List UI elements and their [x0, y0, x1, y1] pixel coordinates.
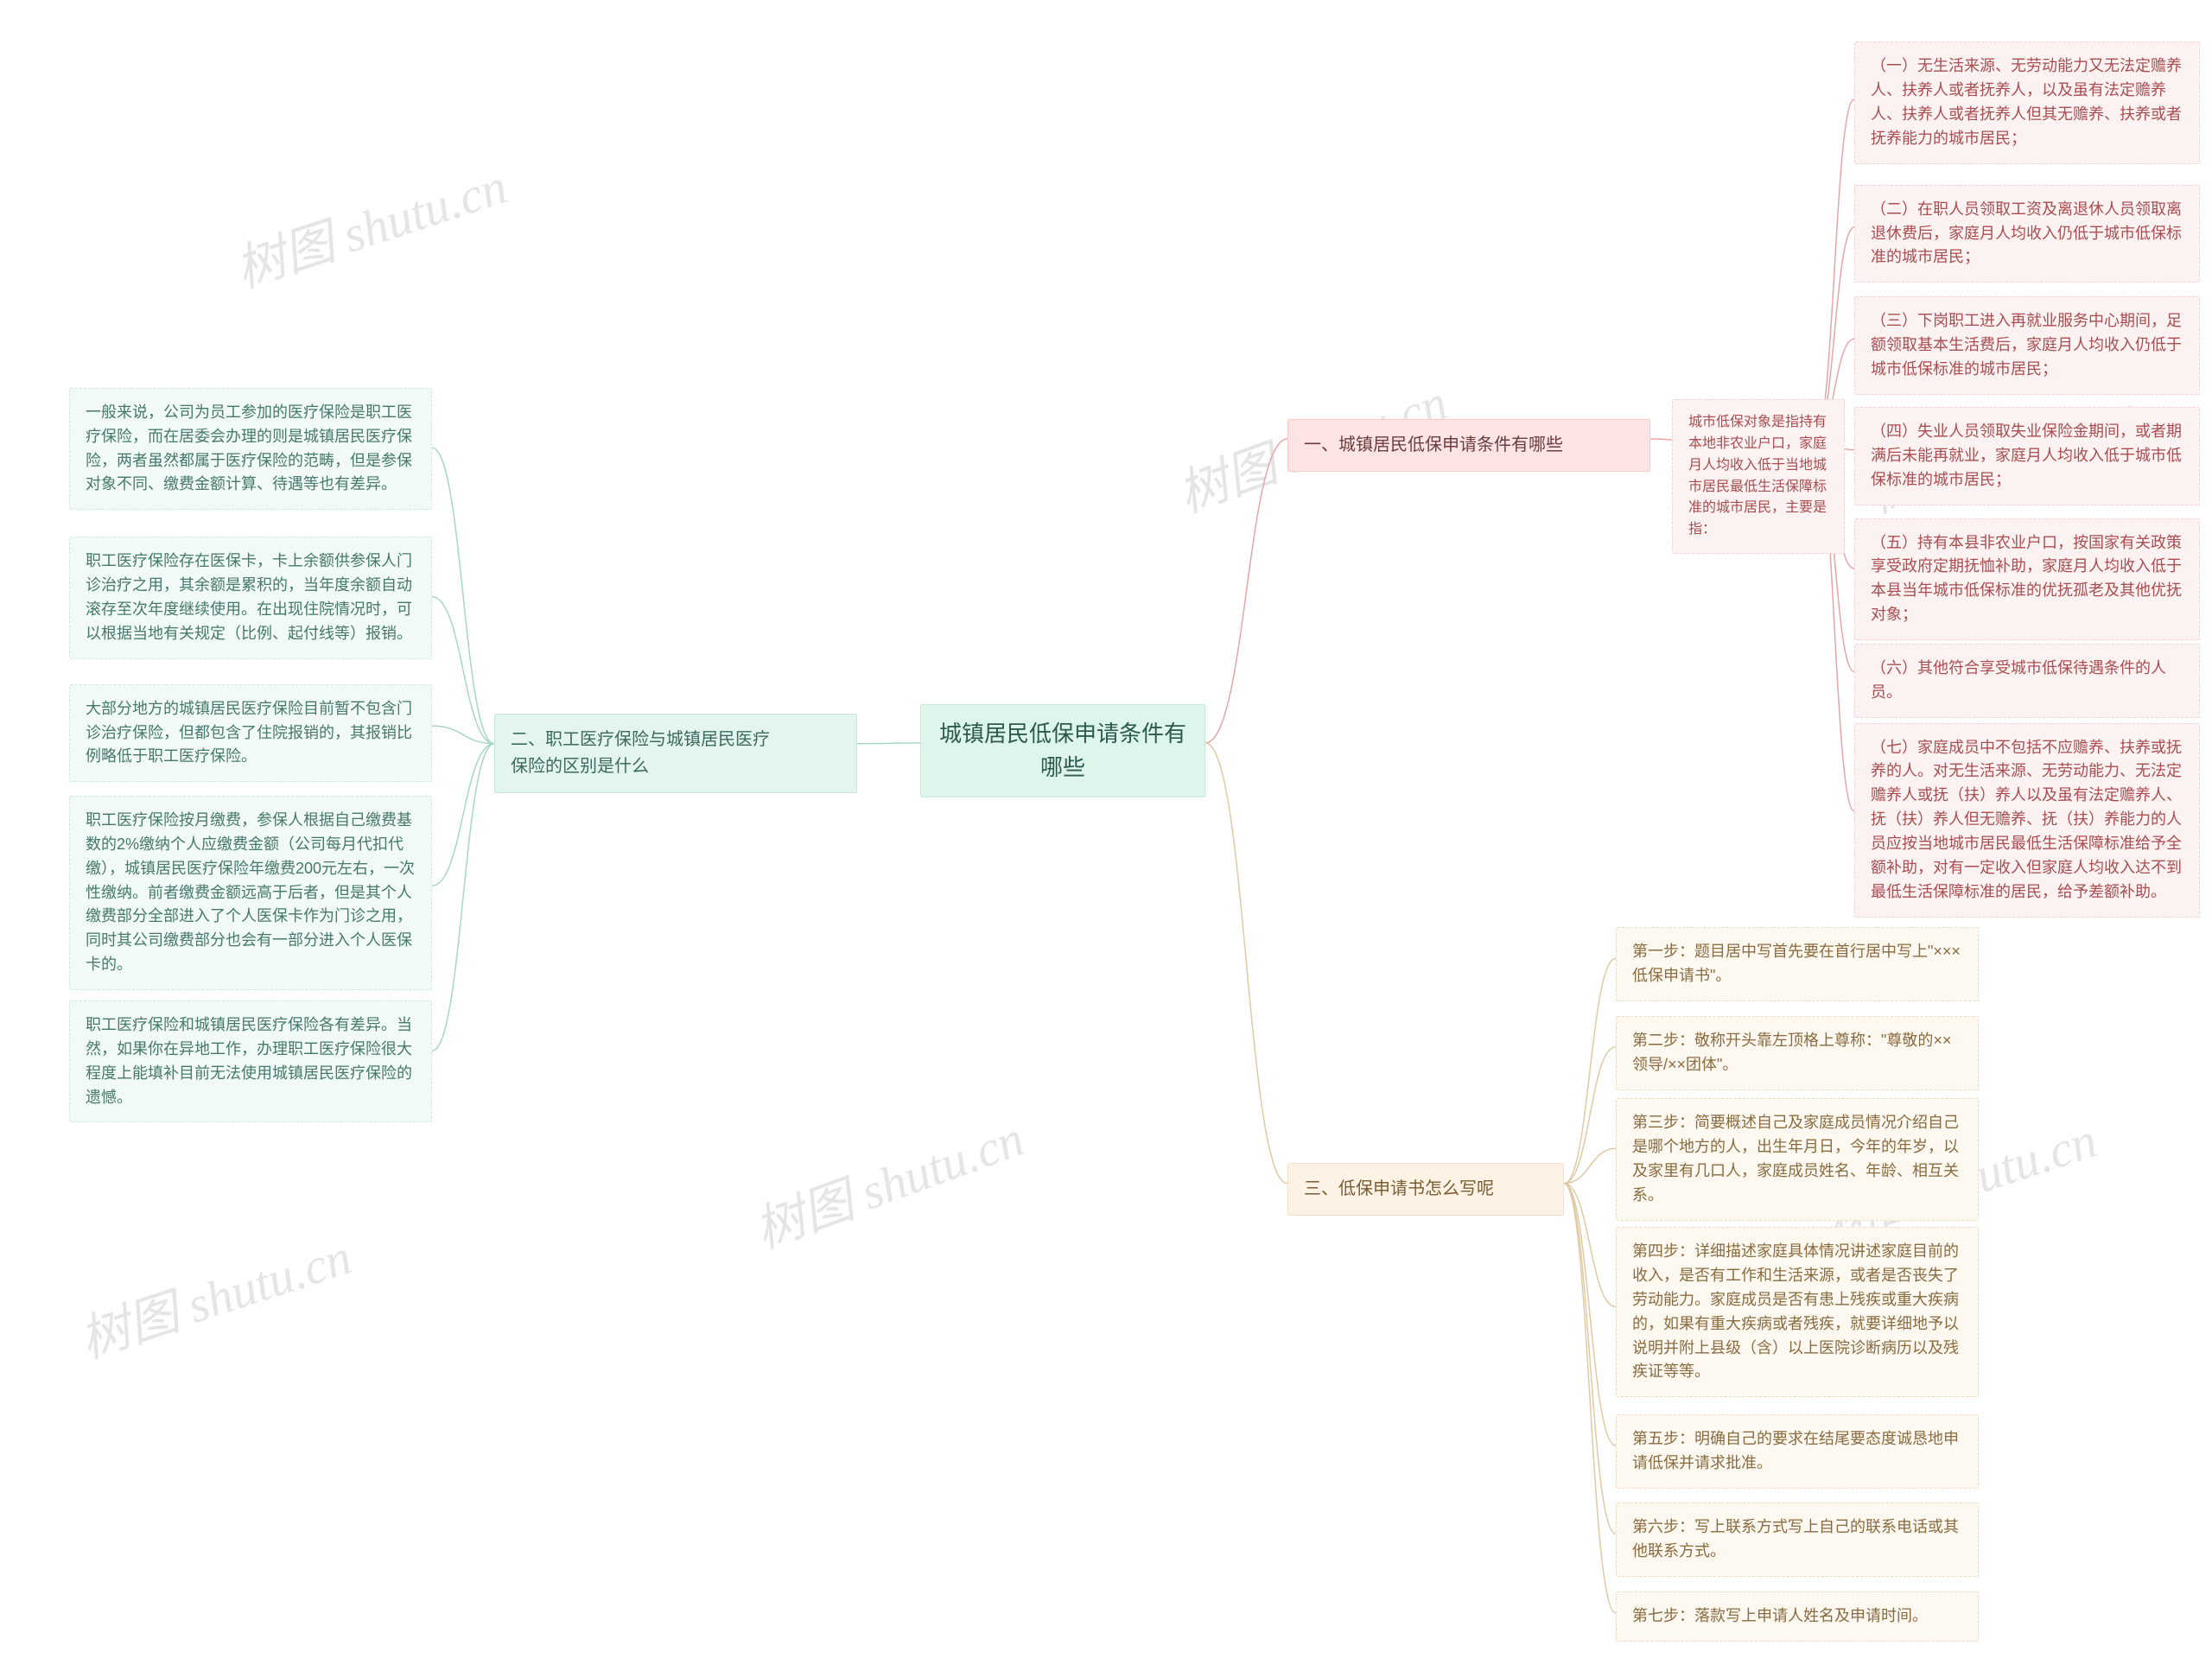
branch-three-leaf-7: 第七步：落款写上申请人姓名及申请时间。 — [1616, 1591, 1979, 1642]
mindmap-canvas: { "canvas": { "width": 2560, "height": 1… — [0, 0, 2212, 1658]
branch-one-leaf-5: （五）持有本县非农业户口，按国家有关政策享受政府定期抚恤补助，家庭月人均收入低于… — [1854, 518, 2200, 641]
branch-three-leaf-5: 第五步：明确自己的要求在结尾要态度诚恳地申请低保并请求批准。 — [1616, 1414, 1979, 1489]
branch-one-leaf-1: （一）无生活来源、无劳动能力又无法定赡养人、扶养人或者抚养人，以及虽有法定赡养人… — [1854, 41, 2200, 164]
watermark-4: 树图 shutu.cn — [69, 1216, 359, 1371]
branch-three-leaf-2: 第二步：敬称开头靠左顶格上尊称："尊敬的××领导/××团体"。 — [1616, 1016, 1979, 1090]
branch-two-leaf-4: 职工医疗保险按月缴费，参保人根据自己缴费基数的2%缴纳个人应缴费金额（公司每月代… — [69, 796, 432, 990]
branch-two-leaf-2: 职工医疗保险存在医保卡，卡上余额供参保人门诊治疗之用，其余额是累积的，当年度余额… — [69, 537, 432, 659]
branch-three-leaf-3: 第三步：简要概述自己及家庭成员情况介绍自己是哪个地方的人，出生年月日，今年的年岁… — [1616, 1098, 1979, 1221]
branch-one-leaf-2: （二）在职人员领取工资及离退休人员领取离退休费后，家庭月人均收入仍低于城市低保标… — [1854, 185, 2200, 283]
branch-two-leaf-1: 一般来说，公司为员工参加的医疗保险是职工医疗保险，而在居委会办理的则是城镇居民医… — [69, 388, 432, 511]
branch-one-leaf-3: （三）下岗职工进入再就业服务中心期间，足额领取基本生活费后，家庭月人均收入仍低于… — [1854, 296, 2200, 395]
branch-two-leaf-5: 职工医疗保险和城镇居民医疗保险各有差异。当然，如果你在异地工作，办理职工医疗保险… — [69, 1001, 432, 1123]
branch-one-leaf-6: （六）其他符合享受城市低保待遇条件的人员。 — [1854, 644, 2200, 718]
branch-one-description: 城市低保对象是指持有本地非农业户口，家庭月人均收入低于当地城市居民最低生活保障标… — [1672, 399, 1845, 554]
branch-two-title: 二、职工医疗保险与城镇居民医疗 保险的区别是什么 — [494, 714, 857, 793]
branch-one-leaf-7: （七）家庭成员中不包括不应赡养、扶养或抚养的人。对无生活来源、无劳动能力、无法定… — [1854, 723, 2200, 918]
branch-one-leaf-4: （四）失业人员领取失业保险金期间，或者期满后未能再就业，家庭月人均收入低于城市低… — [1854, 407, 2200, 505]
branch-one-title: 一、城镇居民低保申请条件有哪些 — [1287, 419, 1650, 472]
root-node: 城镇居民低保申请条件有 哪些 — [920, 704, 1205, 797]
branch-three-title: 三、低保申请书怎么写呢 — [1287, 1163, 1564, 1216]
branch-three-leaf-6: 第六步：写上联系方式写上自己的联系电话或其他联系方式。 — [1616, 1502, 1979, 1577]
watermark-1: 树图 shutu.cn — [225, 146, 514, 302]
watermark-5: 树图 shutu.cn — [743, 1098, 1033, 1262]
branch-three-leaf-1: 第一步：题目居中写首先要在首行居中写上"×××低保申请书"。 — [1616, 927, 1979, 1001]
branch-two-leaf-3: 大部分地方的城镇居民医疗保险目前暂不包含门诊治疗保险，但都包含了住院报销的，其报… — [69, 684, 432, 783]
branch-three-leaf-4: 第四步：详细描述家庭具体情况讲述家庭目前的收入，是否有工作和生活来源，或者是否丧… — [1616, 1227, 1979, 1397]
